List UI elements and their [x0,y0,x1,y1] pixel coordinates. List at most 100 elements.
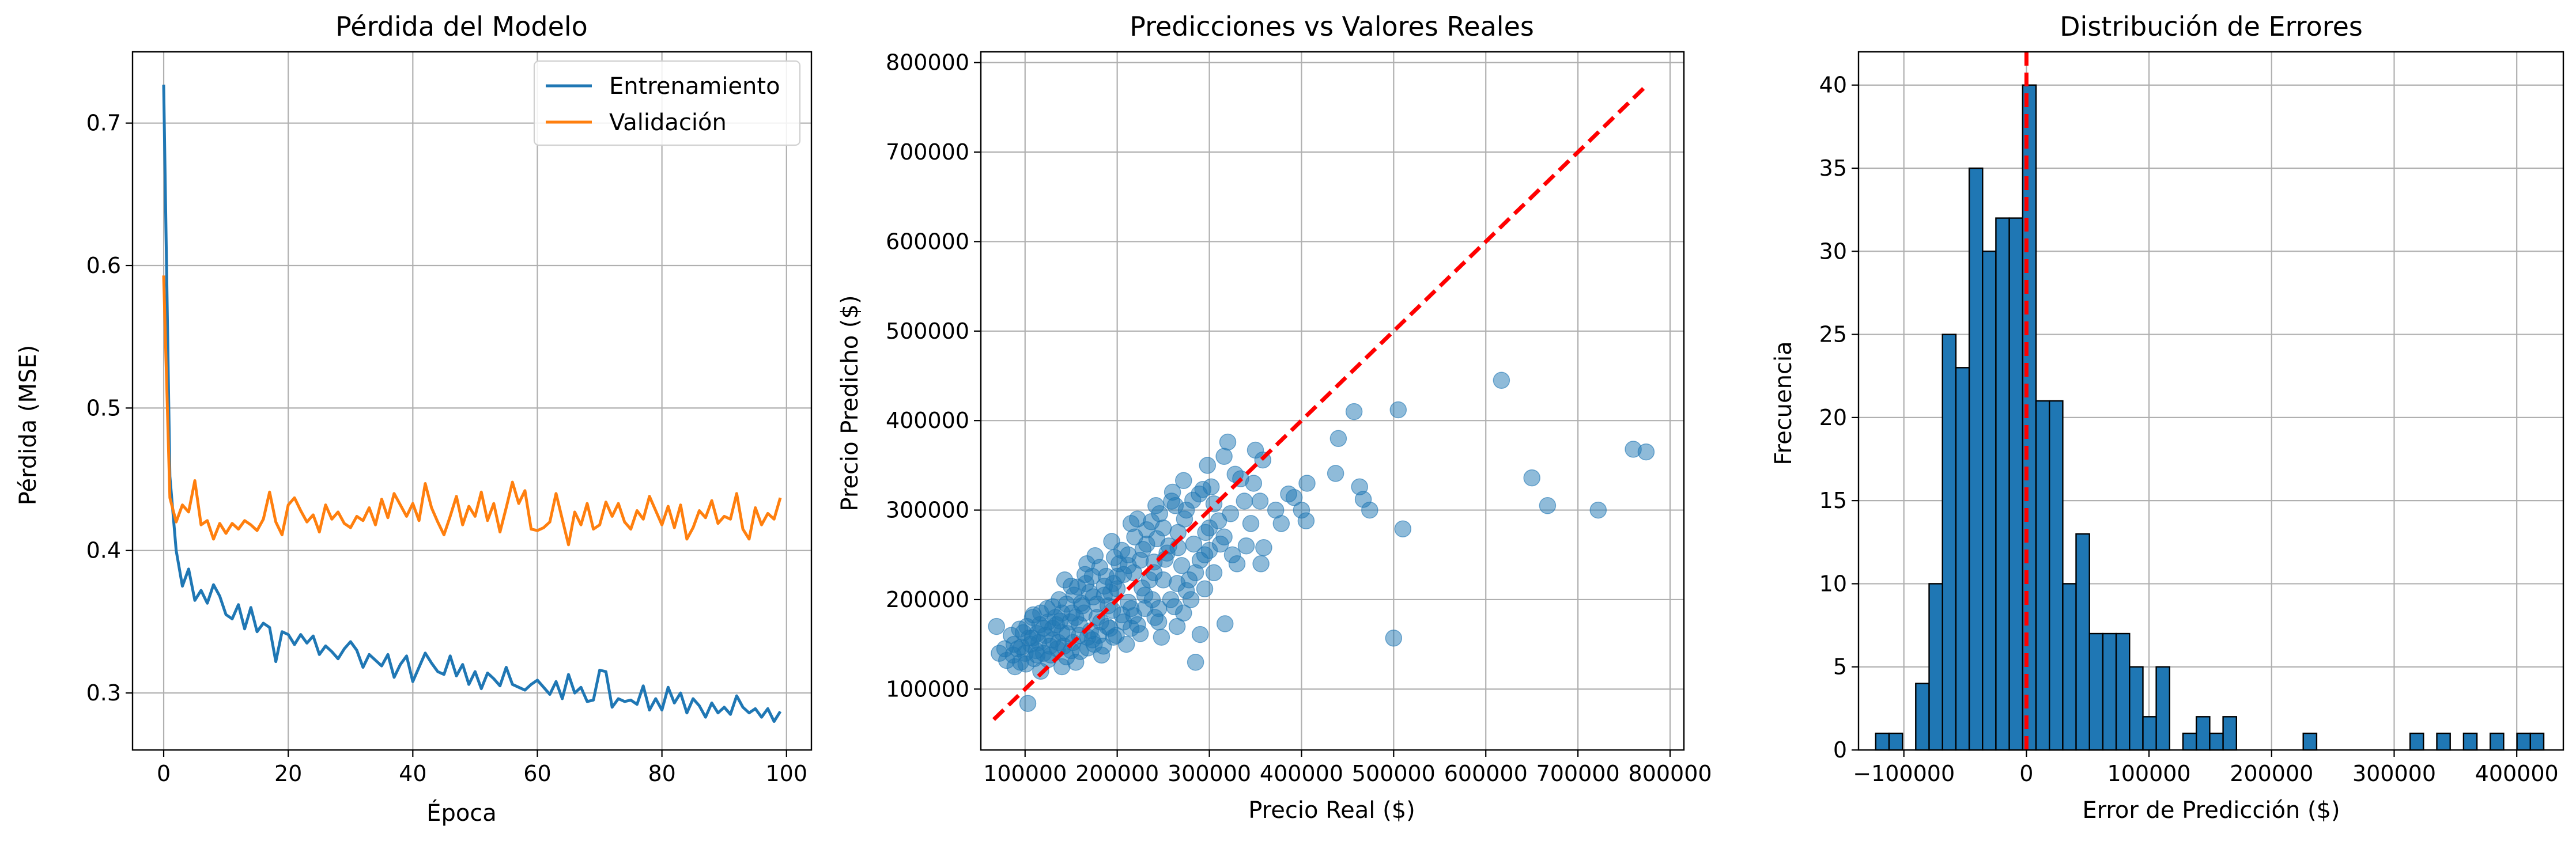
histogram-xtick-label: 300000 [2352,761,2436,786]
histogram-xtick-label: 0 [2019,761,2033,786]
scatter-point [1199,457,1217,474]
scatter-axes-frame [980,51,1685,751]
histogram-bar [2035,400,2050,751]
scatter-xtick-label: 700000 [1536,761,1620,786]
histogram-bar [2155,666,2171,751]
histogram-axes-frame [1857,51,2564,751]
loss-grid [133,52,811,750]
scatter-point [1173,557,1191,574]
histogram-bar [2209,732,2224,751]
histogram-bar [1928,583,1943,751]
loss-ytick-label: 0.5 [86,395,121,420]
histogram-bar [2075,533,2090,751]
histogram-bar [2222,716,2238,751]
histogram-ytick-label: 0 [1833,737,1847,763]
histogram-xtick-label: 200000 [2230,761,2313,786]
scatter-point [1236,492,1253,510]
scatter-point [1025,606,1042,624]
loss-chart-xlabel: Época [426,799,497,827]
histogram-xtick-label: −100000 [1853,761,1955,786]
scatter-point [1197,524,1214,541]
scatter-point [1242,515,1260,532]
scatter-point [1297,512,1315,529]
histogram-bar [2516,732,2532,751]
scatter-point [1120,557,1137,574]
scatter-point [1205,564,1223,582]
scatter-point [1134,541,1152,558]
loss-xtick-label: 0 [157,761,171,786]
scatter-point [996,640,1014,658]
scatter-point [1191,551,1209,569]
scatter-point [1083,631,1101,649]
scatter-chart-title: Predicciones vs Valores Reales [1130,11,1534,42]
scatter-point [1019,695,1037,712]
histogram-ytick-label: 30 [1819,238,1847,264]
scatter-point [1168,617,1186,635]
histogram-ytick-label: 10 [1819,571,1847,596]
histogram-bar [1875,732,1890,751]
scatter-ytick-label: 500000 [886,319,969,344]
loss-ytick-label: 0.7 [86,111,121,136]
scatter-point [1067,609,1085,626]
histogram-bar [2436,732,2451,751]
scatter-point [1523,469,1540,487]
histogram-bar [2129,666,2144,751]
scatter-xtick-label: 100000 [983,761,1067,786]
scatter-point [1072,594,1090,612]
histogram-xtick-label: 100000 [2107,761,2191,786]
scatter-point [1493,372,1510,389]
histogram-ytick-label: 15 [1819,488,1847,513]
scatter-point [1041,638,1059,655]
scatter-xtick-label: 600000 [1444,761,1528,786]
scatter-point [1151,505,1168,522]
loss-axes-frame [131,51,813,751]
scatter-chart-xlabel: Precio Real ($) [1248,797,1415,824]
scatter-point [1093,646,1111,664]
histogram-ytick-label: 40 [1819,73,1847,98]
scatter-chart: Predicciones vs Valores Reales Precio Re… [837,11,1712,824]
scatter-point [1106,549,1123,566]
histogram-title: Distribución de Errores [2060,11,2363,42]
loss-legend-label: Validación [609,109,727,136]
scatter-point [1134,579,1151,597]
histogram-bar [2048,400,2064,751]
scatter-xtick-label: 200000 [1075,761,1159,786]
histogram-ytick-label: 35 [1819,156,1847,181]
scatter-point [1187,653,1204,671]
histogram-bar [2088,632,2104,751]
scatter-points [988,372,1655,712]
histogram-bar [2142,716,2157,751]
loss-legend-box [533,60,801,146]
perfect-prediction-line [992,83,1649,721]
histogram-ylabel: Frecuencia [1770,341,1797,465]
scatter-ytick-label: 100000 [886,676,969,702]
scatter-point [1185,535,1203,553]
scatter-point [1180,571,1198,589]
scatter-point [1385,630,1403,647]
scatter-point [1228,555,1246,573]
scatter-point [1108,567,1126,585]
histogram-ytick-label: 5 [1833,654,1847,680]
histogram-bar [1968,167,1984,751]
scatter-point [1062,577,1080,595]
loss-legend: Entrenamiento Validación [533,60,801,146]
scatter-ytick-label: 700000 [886,139,969,165]
histogram-bar [1995,217,2010,751]
scatter-point [1011,620,1028,638]
scatter-xtick-label: 300000 [1168,761,1251,786]
histogram-xlabel: Error de Predicción ($) [2082,797,2340,824]
histogram-bar [2462,732,2478,751]
loss-series-line-train [162,84,782,723]
scatter-point [1345,403,1363,420]
histogram-bar [2008,217,2024,751]
loss-ytick-label: 0.6 [86,253,121,278]
scatter-point [1637,443,1655,461]
histogram-ytick-label: 20 [1819,405,1847,430]
scatter-ytick-label: 800000 [886,50,969,75]
scatter-point [1028,646,1046,664]
loss-legend-label: Entrenamiento [609,73,780,100]
histogram-bar [2302,732,2318,751]
scatter-point [1129,616,1146,634]
histogram-bar [1888,732,1903,751]
loss-series-line-validation [162,275,782,547]
